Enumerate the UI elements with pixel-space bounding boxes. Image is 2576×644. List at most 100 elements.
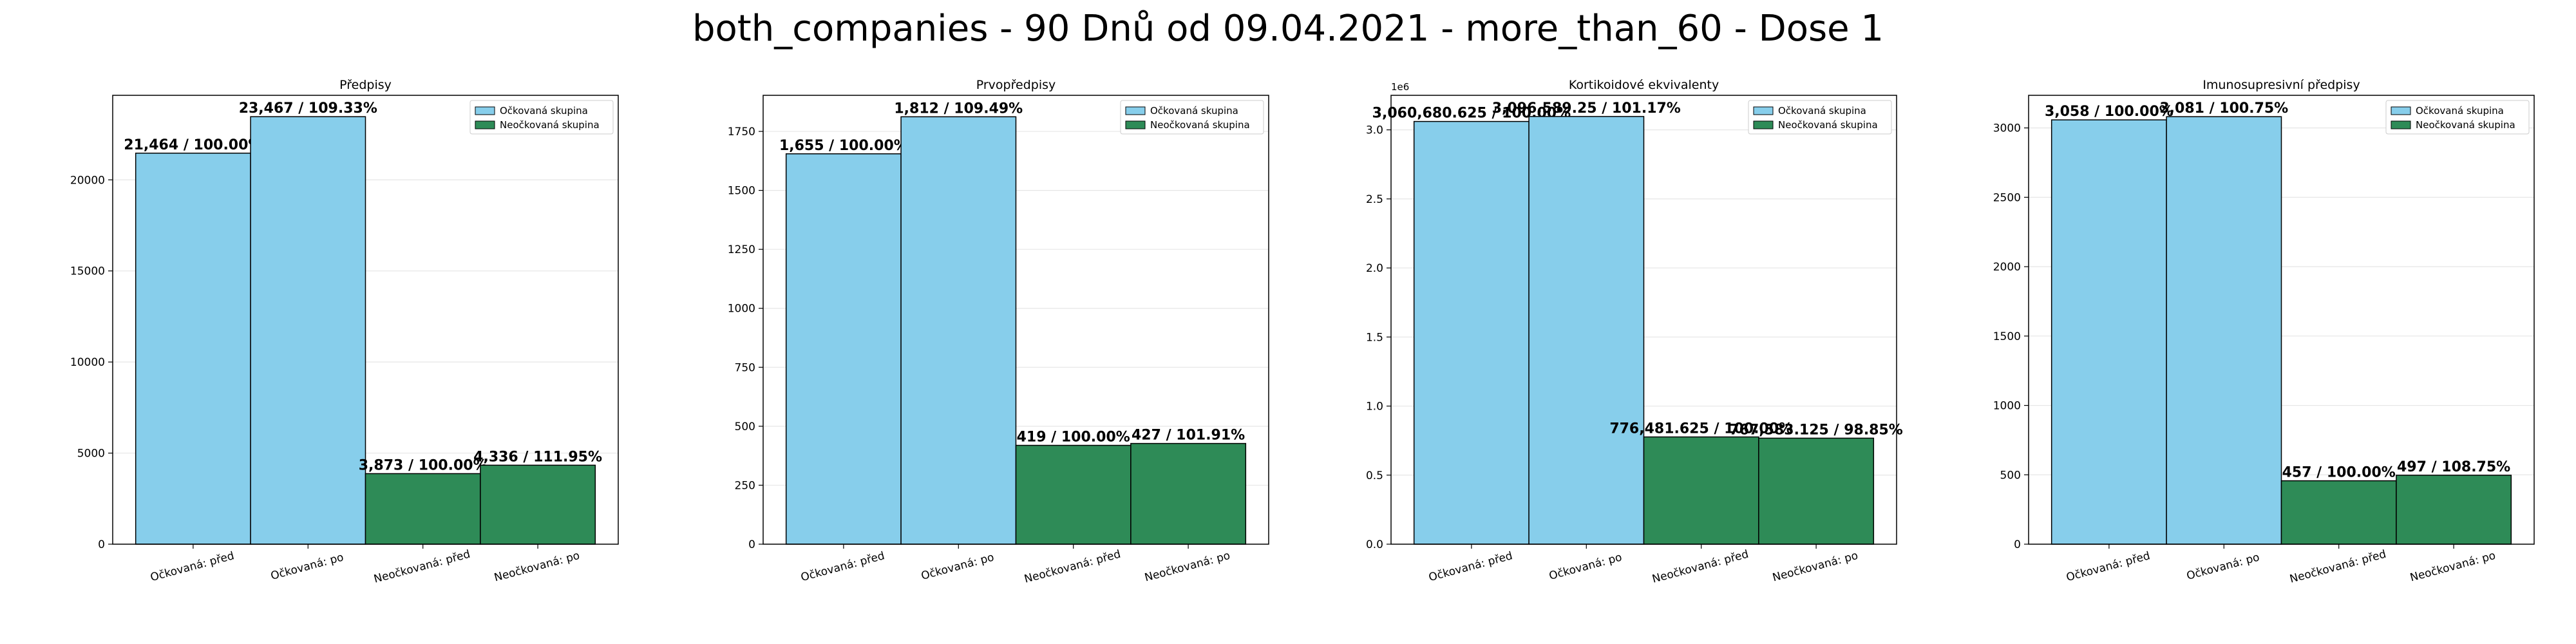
legend-swatch: [2391, 106, 2411, 115]
x-tick-label: Neočkovaná: po: [1143, 549, 1231, 585]
y-tick-label: 1750: [728, 126, 755, 138]
y-tick-label: 2.5: [1366, 193, 1383, 206]
bar-neockovana-po: [1758, 437, 1875, 545]
bar-neockovana-pred: [1643, 436, 1759, 545]
y-tick-label: 500: [735, 421, 755, 433]
y-tick-label: 1000: [728, 303, 755, 316]
y-tick-label: 250: [735, 479, 755, 492]
y-tick-label: 0: [98, 538, 105, 551]
y-tick-label: 1000: [1993, 400, 2021, 413]
y-tick-label: 1.0: [1366, 401, 1383, 413]
legend-swatch: [475, 120, 495, 129]
x-tick-label: Očkovaná: před: [1427, 549, 1513, 584]
legend-label: Očkovaná skupina: [2416, 105, 2504, 117]
y-tick-label: 0: [2014, 538, 2021, 551]
y-tick-label: 15000: [70, 265, 105, 278]
bar-neockovana-po: [480, 464, 596, 545]
legend: Očkovaná skupina Neočkovaná skupina: [2385, 100, 2530, 135]
x-tick-label: Očkovaná: před: [2065, 549, 2151, 584]
x-tick-label: Neočkovaná: po: [493, 549, 581, 585]
y-tick-label: 5000: [77, 448, 105, 460]
legend: Očkovaná skupina Neočkovaná skupina: [469, 100, 614, 135]
y-tick-label: 2000: [1993, 261, 2021, 274]
x-tick-label: Očkovaná: před: [149, 549, 235, 584]
legend-swatch: [1125, 120, 1146, 129]
y-tick-label: 1500: [728, 185, 755, 198]
data-label: 3,096,589.25 / 101.17%: [1492, 100, 1681, 117]
plot-frame: [1390, 95, 1897, 545]
legend-label: Očkovaná skupina: [500, 105, 588, 117]
data-label: 1,812 / 109.49%: [894, 100, 1023, 117]
x-tick-label: Očkovaná: po: [2185, 551, 2261, 582]
legend-swatch: [2391, 120, 2411, 129]
data-label: 497 / 108.75%: [2397, 459, 2510, 475]
bar-neockovana-pred: [2280, 480, 2397, 545]
x-tick-label: Neočkovaná: před: [372, 548, 471, 586]
legend-swatch: [1753, 106, 1774, 115]
legend-swatch: [475, 106, 495, 115]
chart-title: Předpisy: [339, 78, 392, 92]
x-tick-label: Neočkovaná: před: [1023, 548, 1122, 586]
data-label: 4,336 / 111.95%: [473, 449, 602, 465]
figure-title: both_companies - 90 Dnů od 09.04.2021 - …: [692, 8, 1884, 50]
y-tick-label: 0.0: [1366, 538, 1383, 551]
bar-ockovana-pred: [1413, 120, 1530, 545]
bar-ockovana-po: [250, 116, 366, 545]
legend-label: Neočkovaná skupina: [500, 119, 600, 131]
chart-title: Prvopředpisy: [976, 78, 1056, 92]
y-tick-label: 1.5: [1366, 331, 1383, 344]
x-tick-label: Očkovaná: po: [920, 551, 996, 582]
data-label: 3,058 / 100.00%: [2045, 104, 2174, 120]
bar-ockovana-pred: [135, 153, 251, 545]
y-tick-label: 1500: [1993, 330, 2021, 343]
data-label: 419 / 100.00%: [1017, 430, 1130, 446]
chart-title: Imunosupresivní předpisy: [2202, 78, 2360, 92]
data-label: 23,467 / 109.33%: [239, 100, 377, 117]
y-tick-label: 2.0: [1366, 262, 1383, 275]
legend-swatch: [1753, 120, 1774, 129]
legend: Očkovaná skupina Neočkovaná skupina: [1120, 100, 1264, 135]
bar-neockovana-pred: [1015, 444, 1132, 545]
x-tick-label: Očkovaná: po: [269, 551, 345, 582]
bar-ockovana-pred: [785, 153, 902, 545]
y-tick-label: 750: [735, 361, 755, 374]
x-tick-label: Neočkovaná: po: [1771, 549, 1859, 585]
bar-neockovana-po: [1130, 442, 1247, 545]
data-label: 1,655 / 100.00%: [779, 138, 908, 154]
legend-box: [1120, 100, 1264, 135]
plot-frame: [112, 95, 619, 545]
data-label: 427 / 101.91%: [1132, 428, 1245, 444]
chart-title: Kortikoidové ekvivalenty: [1569, 78, 1719, 92]
data-label: 776,481.625 / 100.00%: [1609, 421, 1793, 437]
bar-neockovana-po: [2396, 475, 2512, 545]
chart-prvopredpisy: 0 250 500 750 1000 1250 1500 1750 1,655 / 100.00…: [728, 78, 1269, 586]
legend-box: [469, 100, 614, 135]
bar-ockovana-po: [2166, 116, 2282, 545]
bar-ockovana-po: [1528, 116, 1645, 545]
legend-swatch: [1125, 106, 1146, 115]
plot-frame: [2028, 95, 2535, 545]
x-tick-label: Neočkovaná: po: [2409, 549, 2497, 585]
legend-label: Neočkovaná skupina: [1778, 119, 1878, 131]
y-tick-label: 0: [748, 538, 755, 551]
legend: Očkovaná skupina Neočkovaná skupina: [1748, 100, 1892, 135]
bar-neockovana-pred: [365, 473, 481, 545]
y-offset-label: 1e6: [1391, 81, 1409, 93]
y-tick-label: 10000: [70, 356, 105, 369]
plot-frame: [762, 95, 1269, 545]
y-tick-label: 1250: [728, 243, 755, 256]
y-tick-label: 2500: [1993, 191, 2021, 204]
legend-label: Neočkovaná skupina: [2416, 119, 2515, 131]
data-label: 3,081 / 100.75%: [2159, 100, 2288, 117]
x-tick-label: Očkovaná: před: [799, 549, 886, 584]
chart-imunosupresivni-predpisy: 0 500 1000 1500 2000 2500 3000 3,058 / 100.00% O…: [1993, 78, 2535, 586]
bar-ockovana-pred: [2050, 119, 2167, 545]
data-label: 21,464 / 100.00%: [124, 137, 262, 153]
y-tick-label: 0.5: [1366, 469, 1383, 482]
x-tick-label: Neočkovaná: před: [1651, 548, 1750, 586]
x-tick-label: Očkovaná: po: [1548, 551, 1624, 582]
data-label: 457 / 100.00%: [2282, 465, 2396, 481]
chart-predpisy: 0 5000 10000 15000 20000 21,464 / 100.00% Očko…: [70, 78, 619, 586]
legend-label: Neočkovaná skupina: [1150, 119, 1250, 131]
